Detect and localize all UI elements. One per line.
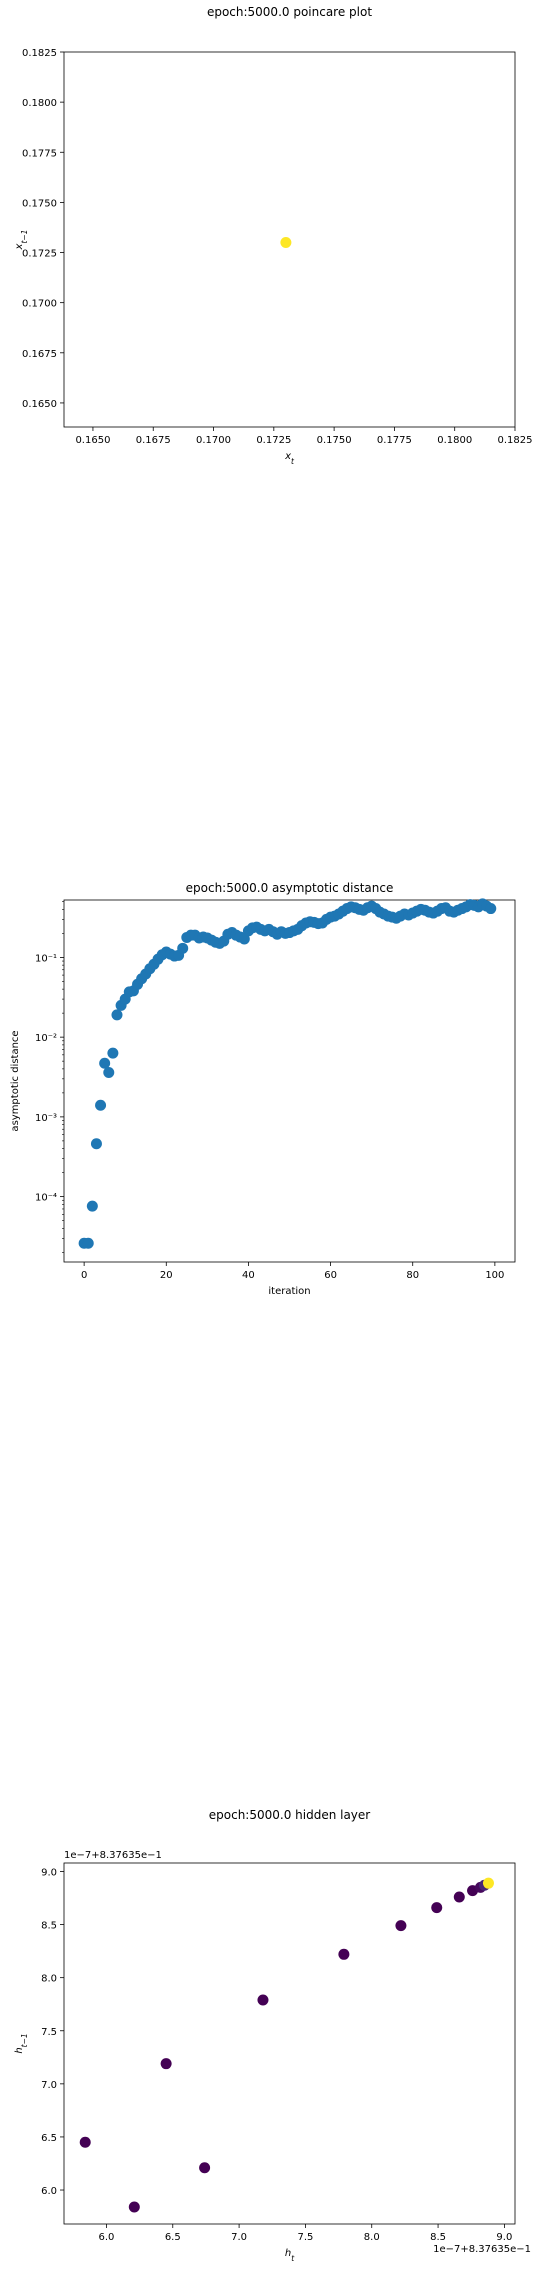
x-tick-label: 0.1800: [437, 435, 472, 446]
y-axis-label: xt−1: [14, 230, 29, 251]
x-tick-label: 7.0: [231, 2232, 247, 2243]
data-point: [107, 1047, 119, 1059]
data-point: [280, 237, 292, 249]
chart-1: epoch:5000.0 poincare plot 0.1650 0.1675 0.…: [14, 5, 533, 466]
data-point: [160, 2058, 172, 2070]
y-tick-label: 0.1750: [22, 198, 57, 209]
data-point: [453, 1891, 465, 1903]
y-tick-label: 10⁻³: [35, 1113, 57, 1124]
y-tick-label: 0.1775: [22, 148, 57, 159]
data-point: [128, 2201, 140, 2213]
x-tick-label: 0.1700: [196, 435, 231, 446]
data-points: [78, 898, 497, 1249]
data-point: [103, 1067, 115, 1079]
x-tick-label: 0.1750: [317, 435, 352, 446]
x-tick-label: 0.1825: [498, 435, 533, 446]
chart-title: epoch:5000.0 poincare plot: [207, 5, 372, 19]
data-point: [338, 1948, 350, 1960]
x-tick-label: 7.5: [297, 2232, 313, 2243]
data-point: [90, 1138, 102, 1150]
data-points: [79, 1877, 494, 2213]
data-point: [99, 1057, 111, 1069]
data-point: [86, 1200, 98, 1212]
chart-title: epoch:5000.0 asymptotic distance: [186, 881, 394, 895]
y-tick-label: 7.0: [41, 2080, 57, 2091]
data-point: [177, 942, 189, 954]
y-tick-label: 9.0: [41, 1867, 57, 1878]
chart-2: epoch:5000.0 asymptotic distance 0 20 40 60 8…: [10, 881, 516, 1297]
x-tick-label: 0.1675: [136, 435, 171, 446]
y-offset-text: 1e−7+8.37635e−1: [64, 1850, 162, 1861]
x-tick-label: 20: [160, 1270, 173, 1281]
x-tick-label: 40: [242, 1270, 255, 1281]
x-offset-text: 1e−7+8.37635e−1: [433, 2244, 531, 2255]
y-tick-label: 0.1650: [22, 399, 57, 410]
x-tick-label: 9.0: [496, 2232, 512, 2243]
x-tick-label: 0: [81, 1270, 87, 1281]
y-axis-label: ht−1: [14, 2033, 29, 2053]
x-tick-label: 0.1725: [256, 435, 291, 446]
y-tick-label: 8.0: [41, 1974, 57, 1985]
x-axis-label: iteration: [268, 1286, 310, 1297]
data-point: [482, 1877, 494, 1889]
x-tick-label: 8.0: [364, 2232, 380, 2243]
y-tick-label: 0.1725: [22, 249, 57, 260]
data-points: [280, 237, 292, 249]
axes-frame: [63, 51, 516, 428]
data-point: [79, 2136, 91, 2148]
y-tick-label: 10⁻⁴: [35, 1193, 57, 1204]
data-point: [82, 1237, 94, 1249]
x-tick-label: 6.0: [98, 2232, 114, 2243]
y-tick-label: 0.1825: [22, 48, 57, 59]
x-axis-label: xt: [284, 451, 295, 466]
data-point: [395, 1920, 407, 1932]
data-point: [485, 903, 497, 915]
y-tick-label: 7.5: [41, 2027, 57, 2038]
data-point: [257, 1994, 269, 2006]
data-point: [199, 2162, 211, 2174]
x-tick-label: 60: [324, 1270, 337, 1281]
chart-title: epoch:5000.0 hidden layer: [209, 1808, 371, 1822]
x-axis-label: ht: [285, 2248, 295, 2263]
data-point: [238, 933, 250, 945]
x-tick-label: 0.1650: [75, 435, 110, 446]
chart-3: epoch:5000.0 hidden layer 6.0 6.5 7.0 7.5 8.0…: [14, 1808, 531, 2263]
x-tick-label: 6.5: [165, 2232, 181, 2243]
data-point: [95, 1099, 107, 1111]
y-tick-label: 6.0: [41, 2186, 57, 2197]
y-tick-label: 6.5: [41, 2133, 57, 2144]
x-tick-label: 100: [485, 1270, 504, 1281]
data-point: [111, 1009, 123, 1021]
axes-frame: [63, 899, 516, 1263]
y-tick-label: 0.1675: [22, 349, 57, 360]
y-tick-label: 10⁻²: [35, 1033, 57, 1044]
data-point: [431, 1902, 443, 1914]
x-tick-label: 0.1775: [377, 435, 412, 446]
x-tick-label: 80: [406, 1270, 419, 1281]
axes-frame: [63, 1862, 516, 2225]
y-tick-label: 8.5: [41, 1921, 57, 1932]
x-tick-label: 8.5: [430, 2232, 446, 2243]
y-tick-label: 0.1700: [22, 299, 57, 310]
y-tick-label: 10⁻¹: [35, 953, 57, 964]
y-axis-label: asymptotic distance: [10, 1030, 21, 1131]
y-tick-label: 0.1800: [22, 98, 57, 109]
